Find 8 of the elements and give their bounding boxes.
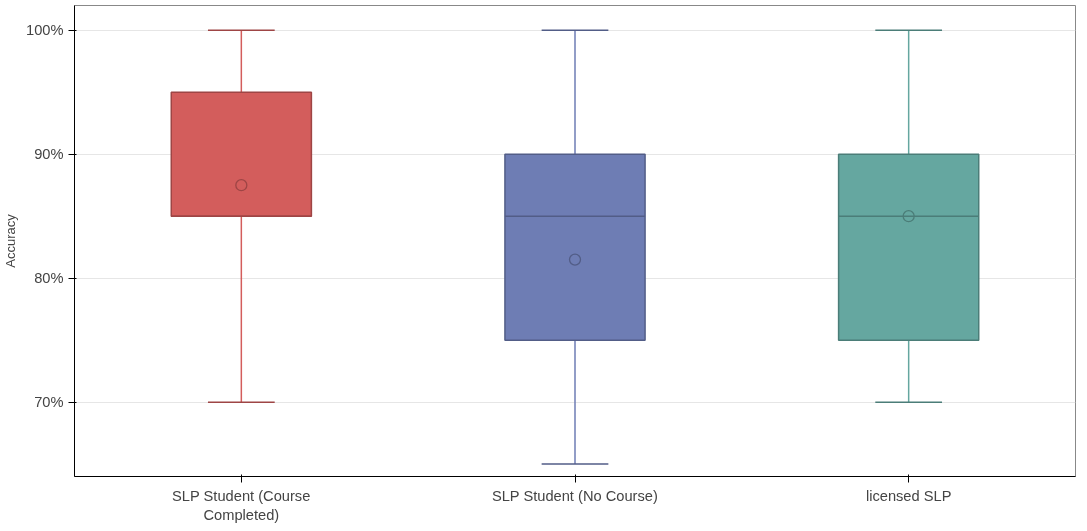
y-tick-label: 100% <box>26 22 64 39</box>
x-tick-label: SLP Student (Course Completed) <box>172 487 311 523</box>
y-tick-label: 90% <box>34 146 64 163</box>
x-tick-label: licensed SLP <box>865 487 952 504</box>
y-tick-label: 70% <box>34 394 64 411</box>
y-tick-label: 80% <box>34 270 64 287</box>
y-axis-title: Accuracy <box>3 213 19 268</box>
x-tick-label: SLP Student (No Course) <box>491 487 658 504</box>
